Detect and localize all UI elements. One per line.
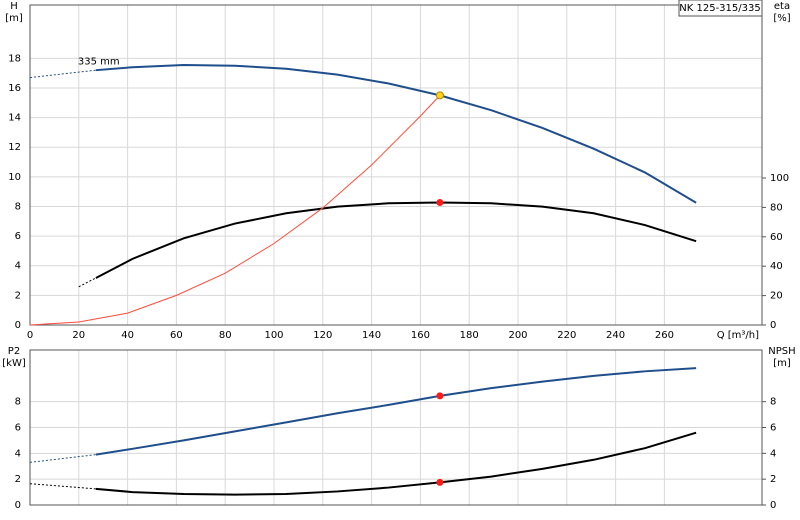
y-tick-label: 12 [8,142,21,153]
plot-frame [29,349,763,506]
y-tick-label: 6 [15,423,21,434]
curve [29,69,96,79]
x-tick-label: 220 [557,330,576,341]
y2-tick-label: 0 [770,320,776,331]
x-tick-label: 140 [362,330,381,341]
duty-point [436,199,444,207]
y-axis-label: [kW] [2,358,26,369]
x-tick-label: 60 [170,330,183,341]
y-tick-label: 18 [8,53,21,64]
y-axis-label: [m] [5,13,23,24]
y-tick-label: 8 [15,201,21,212]
duty-point [435,91,444,100]
duty-point [436,478,444,486]
x-tick-label: 160 [411,330,430,341]
curve [95,201,697,279]
curve [95,63,697,204]
curve [95,431,697,496]
x-tick-label: 120 [313,330,332,341]
curve [78,277,97,288]
chart-title: NK 125-315/335 [679,3,760,14]
y2-tick-label: 2 [770,474,776,485]
plot-frame [29,4,763,326]
y-tick-label: 6 [15,231,21,242]
title-box [678,0,763,17]
y2-axis-label: NPSH [768,346,795,357]
y-tick-label: 4 [15,261,21,272]
y-tick-label: 16 [8,83,21,94]
y-tick-label: 0 [15,320,21,331]
y-tick-label: 10 [8,172,21,183]
y-axis-label: P2 [8,346,20,357]
y-axis-label: H [10,1,18,12]
y2-axis-label: eta [774,1,790,12]
y2-axis-label: [m] [773,358,791,369]
x-tick-label: 200 [508,330,527,341]
y-tick-label: 4 [15,448,21,459]
y2-tick-label: 20 [770,291,783,302]
x-tick-label: 40 [121,330,134,341]
y-tick-label: 2 [15,290,21,301]
y2-tick-label: 80 [770,202,783,213]
y2-tick-label: 8 [770,397,776,408]
curve [29,483,96,490]
x-tick-label: 180 [460,330,479,341]
curve [29,95,441,326]
y2-tick-label: 4 [770,448,776,459]
y2-axis-label: [%] [773,13,790,24]
x-tick-label: 80 [219,330,232,341]
curve [95,367,697,456]
curve [29,454,96,463]
y-tick-label: 0 [15,500,21,511]
duty-point [436,392,444,400]
x-tick-label: 0 [27,330,33,341]
y-tick-label: 8 [15,397,21,408]
x-tick-label: 240 [606,330,625,341]
annotation: 335 mm [78,56,120,67]
y-tick-label: 14 [8,113,21,124]
x-axis-label: Q [m³/h] [717,330,759,341]
x-tick-label: 20 [72,330,85,341]
x-tick-label: 260 [655,330,674,341]
x-tick-label: 100 [264,330,283,341]
y-tick-label: 2 [15,474,21,485]
y2-tick-label: 60 [770,232,783,243]
y2-tick-label: 6 [770,423,776,434]
y2-tick-label: 40 [770,261,783,272]
y2-tick-label: 100 [770,173,789,184]
y2-tick-label: 0 [770,500,776,511]
